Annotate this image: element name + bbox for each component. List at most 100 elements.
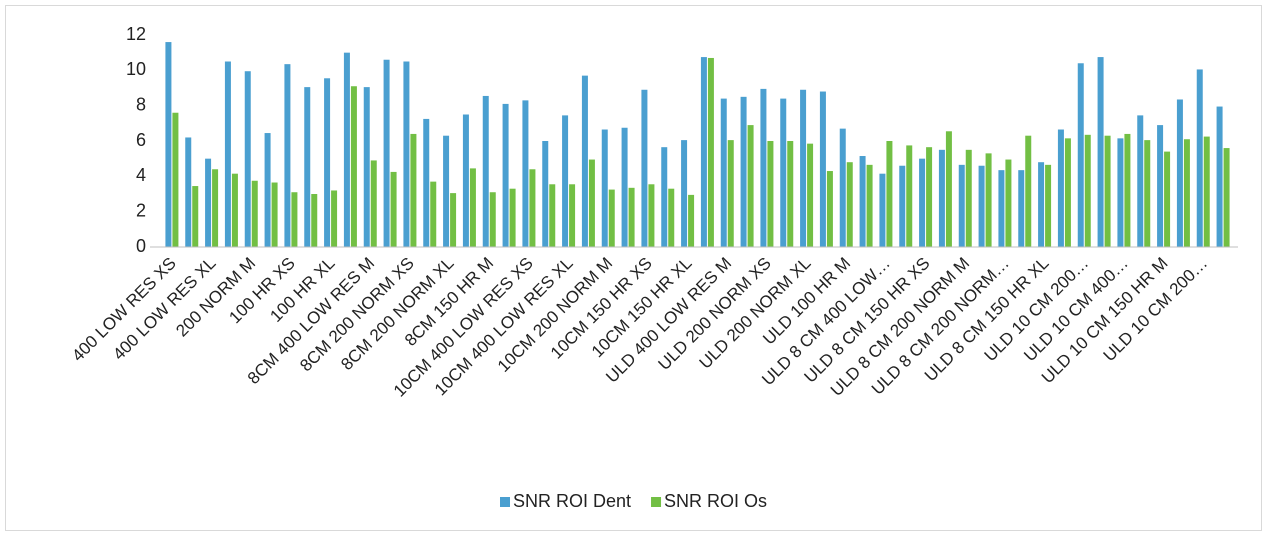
bar [919, 158, 926, 247]
bar [945, 131, 952, 247]
y-tick-label: 10 [126, 59, 146, 79]
bar [581, 75, 588, 247]
y-tick-label: 12 [126, 24, 146, 44]
y-tick-label: 8 [136, 94, 146, 114]
bar [489, 192, 496, 247]
bar [998, 170, 1005, 247]
bar [410, 133, 417, 247]
bar [331, 190, 338, 247]
bar [707, 57, 714, 247]
bar [1216, 106, 1223, 247]
bar [688, 194, 695, 247]
bar [899, 165, 906, 247]
bar [787, 141, 794, 247]
bar [926, 147, 933, 247]
bar [668, 188, 675, 247]
bar [985, 153, 992, 247]
bar [443, 135, 450, 247]
bar [601, 129, 608, 247]
y-tick-label: 4 [136, 165, 146, 185]
bar [1025, 135, 1032, 247]
bar [727, 140, 734, 247]
legend-swatch [651, 497, 662, 507]
bar [343, 52, 350, 247]
legend-swatch [500, 497, 510, 507]
bar [469, 168, 476, 247]
bar [291, 192, 298, 247]
bar [846, 162, 853, 247]
y-tick-label: 6 [136, 130, 146, 150]
bar [1203, 136, 1210, 247]
bar [681, 140, 688, 247]
bar [720, 98, 727, 247]
bar [224, 61, 231, 247]
bar [212, 169, 219, 247]
bar [1064, 138, 1071, 247]
bar [423, 118, 430, 248]
bar [1183, 139, 1190, 247]
bar [363, 87, 370, 247]
bar [251, 180, 258, 247]
bar [311, 194, 318, 247]
bar [522, 100, 529, 247]
bar [430, 181, 437, 247]
bar [747, 125, 754, 247]
bar [859, 156, 866, 247]
bar [502, 103, 509, 248]
bar [1104, 135, 1111, 247]
bar [978, 165, 985, 247]
bar [1144, 140, 1151, 247]
bar [906, 145, 913, 247]
bar [839, 128, 846, 247]
bar [350, 86, 357, 247]
bar [304, 87, 311, 247]
bar [185, 137, 192, 247]
bar [165, 42, 172, 247]
chart-border [5, 5, 1262, 531]
bar [529, 169, 536, 247]
bar [740, 96, 747, 247]
bar [648, 184, 655, 247]
bar [628, 187, 635, 247]
bar [549, 184, 556, 247]
bar [1084, 134, 1091, 247]
bar [965, 149, 972, 247]
legend-label: SNR ROI Os [664, 491, 767, 511]
bar [760, 88, 767, 247]
bar [641, 89, 648, 248]
bar [509, 188, 516, 247]
bar [1137, 115, 1144, 247]
bar [284, 64, 291, 248]
bar [542, 141, 549, 247]
bar [462, 114, 469, 247]
bar [866, 164, 873, 247]
bar [205, 158, 212, 247]
bar [244, 71, 251, 247]
bar [1005, 159, 1012, 247]
bar [482, 95, 489, 247]
bar [1117, 138, 1124, 247]
bar [879, 173, 886, 247]
bar [819, 91, 826, 248]
bar [661, 147, 668, 247]
bar [767, 141, 774, 247]
bar [370, 160, 377, 247]
bar [886, 141, 893, 247]
bar [700, 57, 707, 248]
bar [383, 59, 390, 247]
bar [780, 98, 787, 247]
bar [172, 112, 179, 247]
bar [1038, 162, 1045, 247]
bar [1223, 148, 1230, 247]
bar [231, 173, 238, 247]
bar [826, 171, 833, 247]
bar [562, 115, 569, 247]
bar [958, 164, 965, 247]
bar [450, 193, 457, 247]
bar [324, 78, 331, 248]
bar [1164, 151, 1171, 247]
bar [1196, 69, 1203, 247]
bar [1176, 99, 1183, 247]
y-tick-label: 2 [136, 200, 146, 220]
